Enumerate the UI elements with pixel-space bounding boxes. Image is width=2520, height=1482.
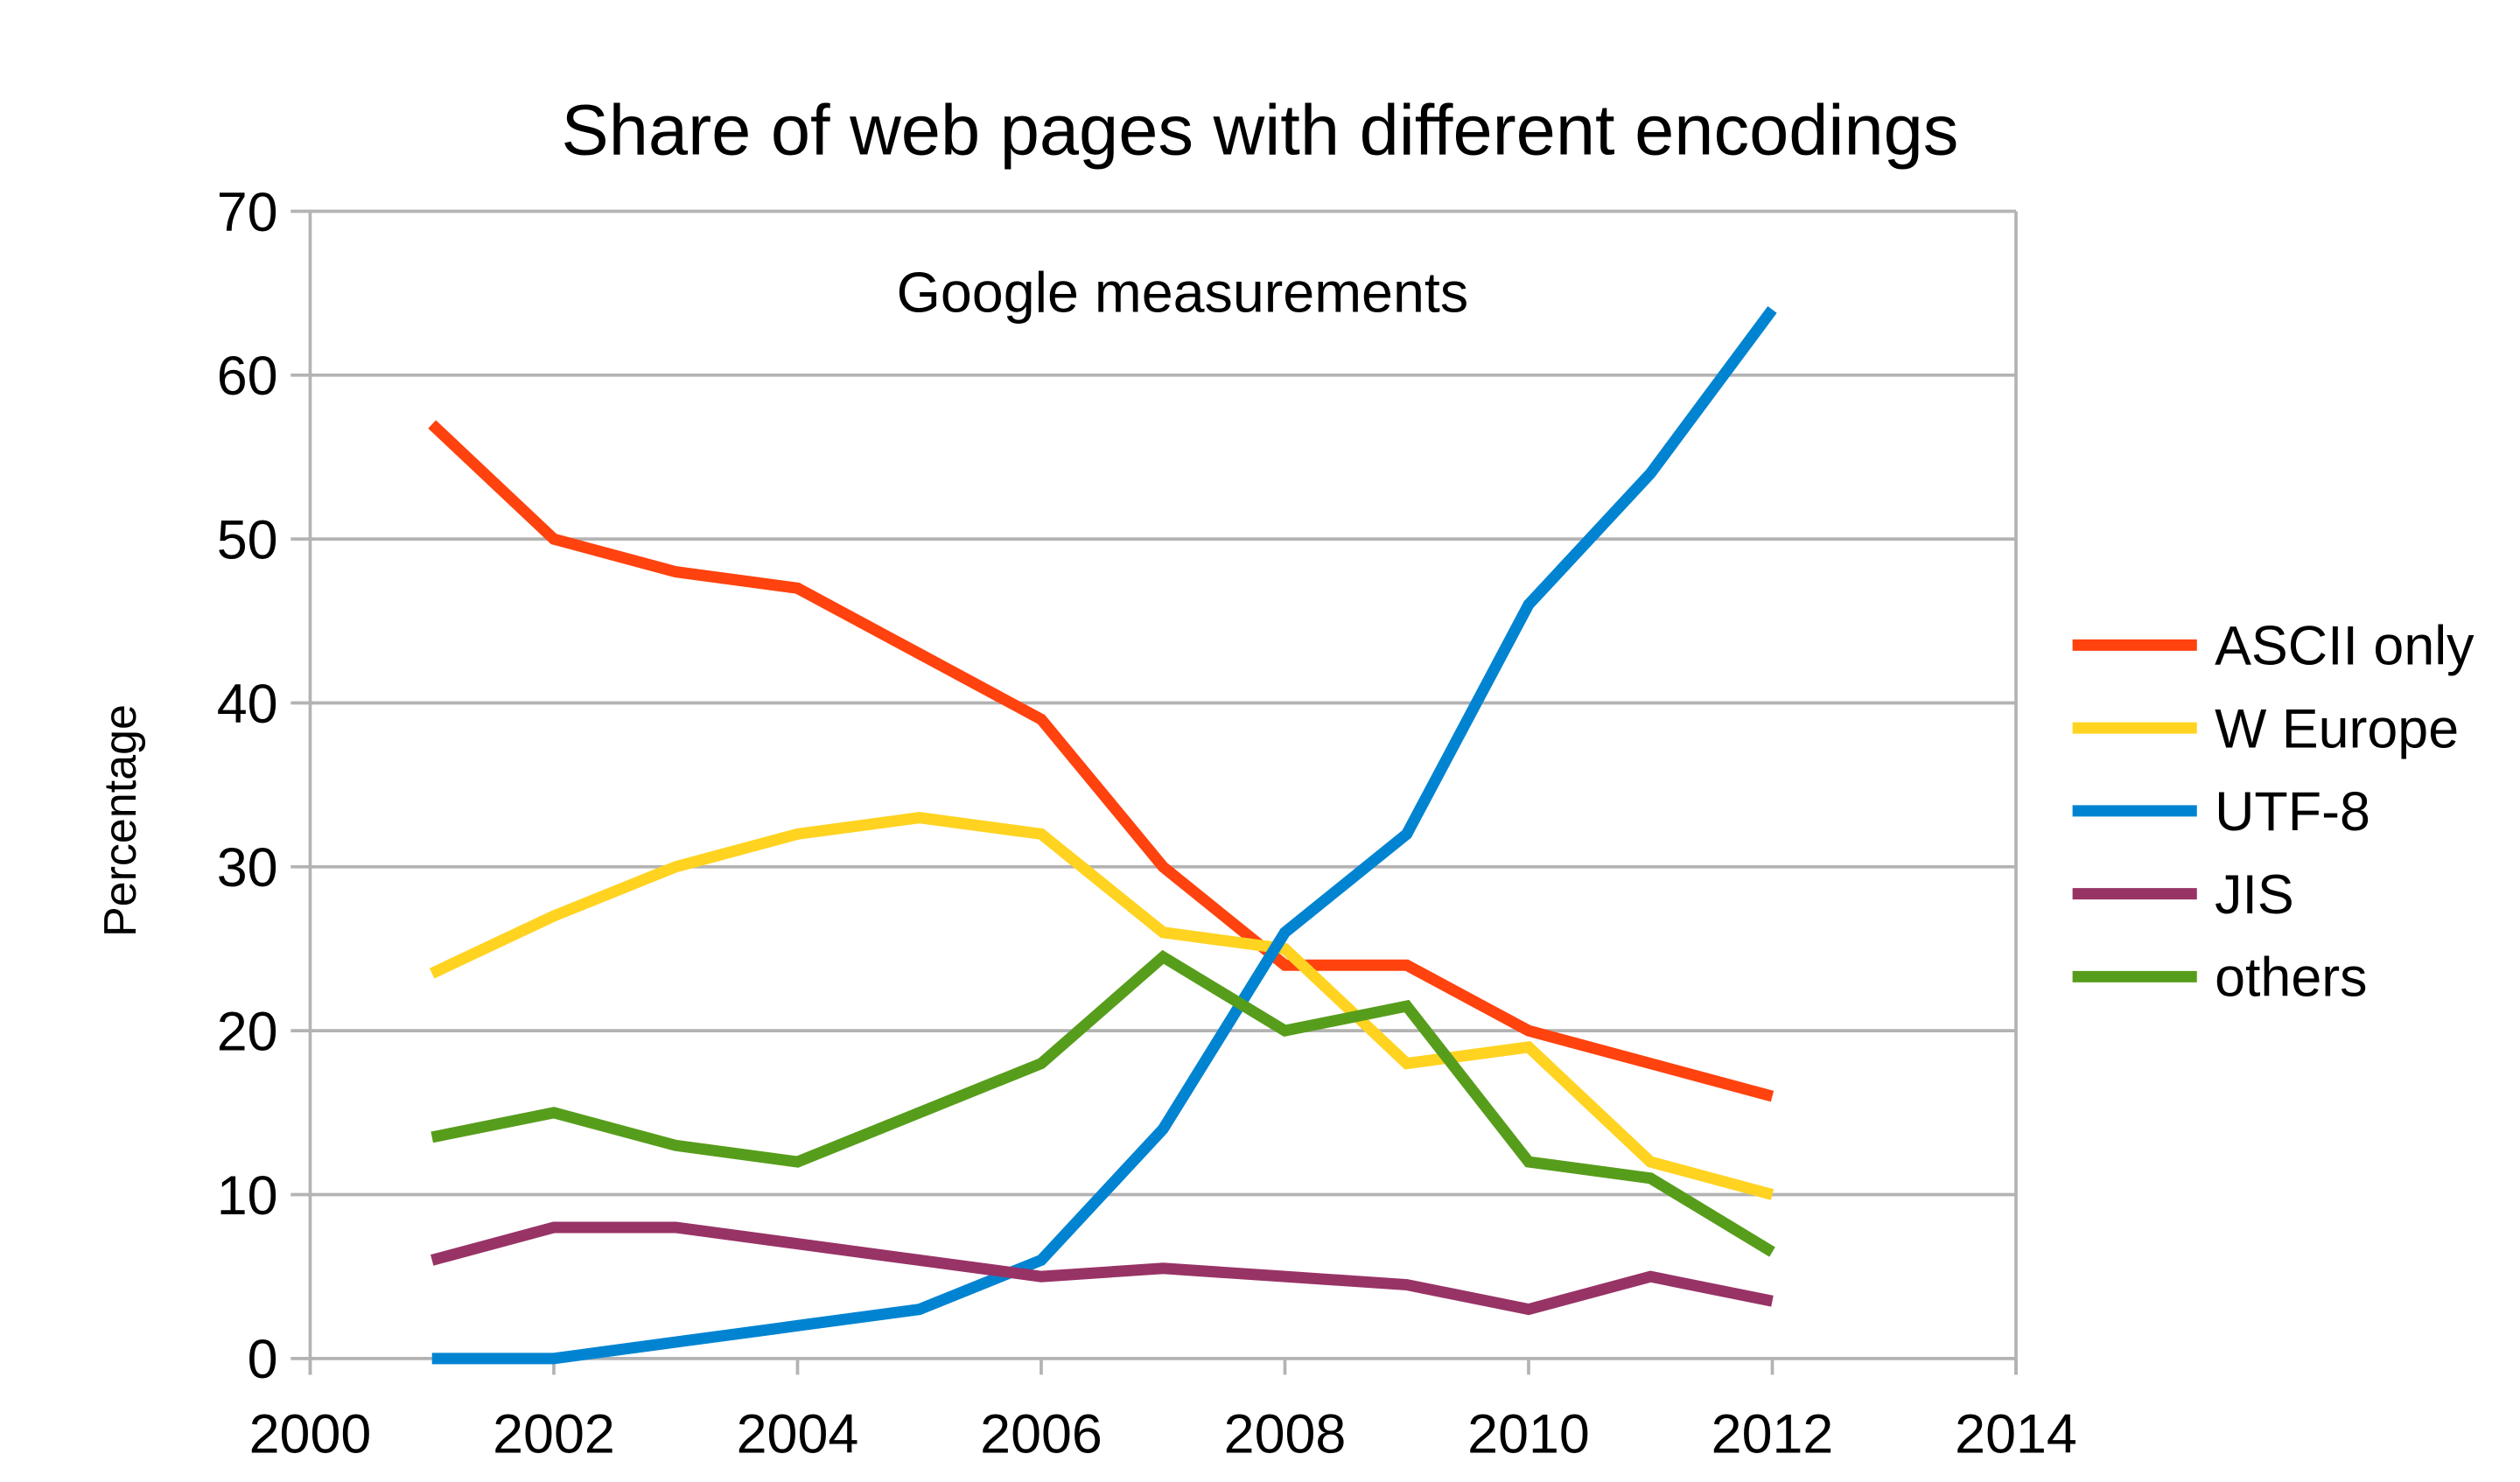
y-axis-label: Percentage [94, 704, 145, 937]
y-tick-label: 10 [217, 1165, 278, 1227]
series-line-ascii-only [428, 420, 1774, 1102]
series-line-others [430, 949, 1775, 1257]
legend-label: UTF-8 [2215, 781, 2370, 842]
x-tick-label: 2008 [1224, 1403, 1347, 1465]
series-line-utf-8 [431, 305, 1777, 1365]
chart-title: Share of web pages with different encodi… [562, 90, 1959, 170]
x-tick-label: 2002 [493, 1403, 615, 1465]
x-tick-label: 2000 [249, 1403, 372, 1465]
y-tick-label: 50 [217, 509, 278, 570]
y-tick-label: 40 [217, 674, 278, 735]
y-tick-label: 70 [217, 182, 278, 243]
y-tick-label: 60 [217, 346, 278, 407]
legend-label: ASCII only [2215, 616, 2474, 677]
x-tick-label: 2012 [1712, 1403, 1834, 1465]
y-tick-label: 0 [248, 1329, 278, 1390]
legend-label: others [2215, 947, 2367, 1008]
series-line-w-europe [429, 812, 1774, 1200]
y-tick-label: 20 [217, 1001, 278, 1062]
x-tick-label: 2014 [1955, 1403, 2077, 1465]
y-tick-label: 30 [217, 837, 278, 898]
legend-label: W Europe [2215, 698, 2459, 759]
x-tick-label: 2006 [980, 1403, 1102, 1465]
series-line-jis [430, 1221, 1774, 1316]
x-tick-label: 2010 [1467, 1403, 1590, 1465]
x-tick-label: 2004 [737, 1403, 859, 1465]
chart-subtitle: Google measurements [897, 260, 1468, 324]
legend-label: JIS [2215, 864, 2294, 926]
